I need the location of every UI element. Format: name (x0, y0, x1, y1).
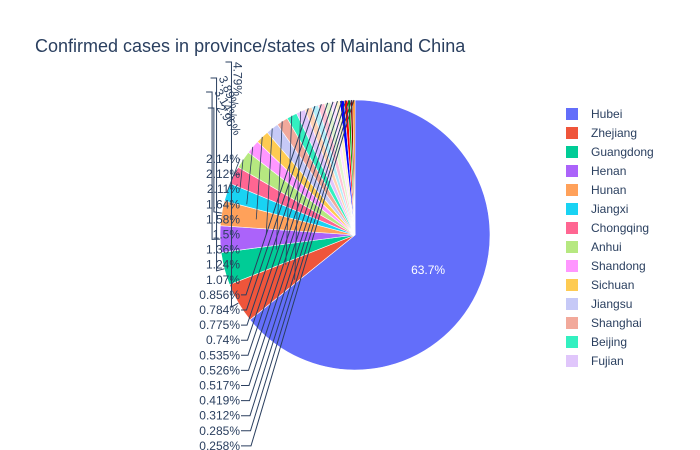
slice-label: 1.07% (206, 273, 240, 287)
leader-line (241, 99, 350, 417)
legend-swatch-henan[interactable] (566, 165, 578, 177)
legend-label-chongqing[interactable]: Chongqing (591, 221, 649, 235)
slice-label: 2.12% (206, 167, 240, 181)
leader-line (241, 105, 316, 311)
leader-line (206, 91, 221, 240)
legend-swatch-shandong[interactable] (566, 260, 578, 272)
slice-label: 0.517% (199, 379, 240, 393)
slice-label: 2.11% (207, 182, 240, 196)
legend-label-zhejiang[interactable]: Zhejiang (591, 126, 637, 140)
leader-line (241, 99, 353, 432)
slice-label: 0.526% (199, 363, 240, 377)
legend-label-sichuan[interactable]: Sichuan (591, 278, 634, 292)
legend-swatch-chongqing[interactable] (566, 222, 578, 234)
chart-title: Confirmed cases in province/states of Ma… (35, 36, 466, 56)
legend-swatch-guangdong[interactable] (566, 146, 578, 158)
slice-label: 0.74% (206, 333, 240, 347)
slice-label: 1.36% (206, 243, 240, 257)
leader-line (233, 173, 241, 176)
legend-label-jiangsu[interactable]: Jiangsu (591, 297, 632, 311)
legend-swatch-hunan[interactable] (566, 184, 578, 196)
leader-line (241, 102, 329, 341)
leader-line (241, 104, 322, 326)
leader-line (207, 107, 222, 214)
leader-line (225, 61, 239, 308)
slice-label: 1.58% (206, 212, 240, 226)
legend-swatch-anhui[interactable] (566, 241, 578, 253)
slice-label: 1.5% (213, 228, 241, 242)
leader-line (275, 121, 283, 250)
legend-label-jiangxi[interactable]: Jiangxi (591, 202, 628, 216)
slice-label: 0.775% (199, 318, 240, 332)
legend-swatch-fujian[interactable] (566, 355, 578, 367)
legend-swatch-shanghai[interactable] (566, 317, 578, 329)
leader-line (239, 159, 244, 190)
slice-label: 1.64% (206, 197, 240, 211)
legend-swatch-zhejiang[interactable] (566, 127, 578, 139)
leader-line (241, 100, 347, 402)
legend-label-anhui[interactable]: Anhui (591, 240, 622, 254)
leader-line (255, 136, 263, 220)
legend-label-guangdong[interactable]: Guangdong (591, 145, 654, 159)
slice-label: 4.79% (230, 62, 244, 96)
leader-line (241, 100, 338, 371)
legend: Hubei Zhejiang Guangdong Henan Hunan Jiangxi C… (566, 107, 654, 368)
leader-line (246, 146, 254, 205)
legend-swatch-jiangsu[interactable] (566, 298, 578, 310)
leader-line (294, 111, 302, 280)
legend-label-shandong[interactable]: Shandong (591, 259, 646, 273)
slice-label: 0.784% (199, 303, 240, 317)
leader-line (265, 128, 273, 235)
slice-label: 0.535% (199, 348, 240, 362)
leader-line (241, 99, 355, 447)
legend-swatch-beijing[interactable] (566, 336, 578, 348)
legend-label-shanghai[interactable]: Shanghai (591, 316, 642, 330)
slice-label: 1.24% (206, 258, 240, 272)
pie-slice-hubei (249, 99, 491, 371)
slice-label: 2.96% (213, 102, 244, 138)
leader-line (241, 108, 309, 296)
leader-line (241, 100, 343, 386)
legend-label-henan[interactable]: Henan (591, 164, 626, 178)
slice-label: 0.312% (199, 409, 240, 423)
legend-swatch-hubei[interactable] (566, 108, 578, 120)
slice-label: 0.258% (199, 439, 240, 450)
slice-label: 0.285% (199, 424, 240, 438)
leader-line (241, 101, 334, 356)
slice-label: 0.856% (199, 288, 240, 302)
legend-swatch-sichuan[interactable] (566, 279, 578, 291)
slice-label-hubei: 63.7% (411, 263, 445, 277)
leader-line (226, 158, 241, 193)
legend-label-hubei[interactable]: Hubei (591, 107, 622, 121)
slice-labels: 63.7%4.79%3.89%3.14%2.96%2.14%2.12%2.11%… (199, 61, 445, 450)
leader-line (210, 77, 225, 272)
legend-swatch-jiangxi[interactable] (566, 203, 578, 215)
slice-label: 0.419% (199, 394, 240, 408)
slice-label: 2.14% (206, 152, 240, 166)
legend-label-beijing[interactable]: Beijing (591, 335, 627, 349)
pie-slices (219, 99, 491, 371)
legend-label-hunan[interactable]: Hunan (591, 183, 626, 197)
legend-label-fujian[interactable]: Fujian (591, 354, 624, 368)
